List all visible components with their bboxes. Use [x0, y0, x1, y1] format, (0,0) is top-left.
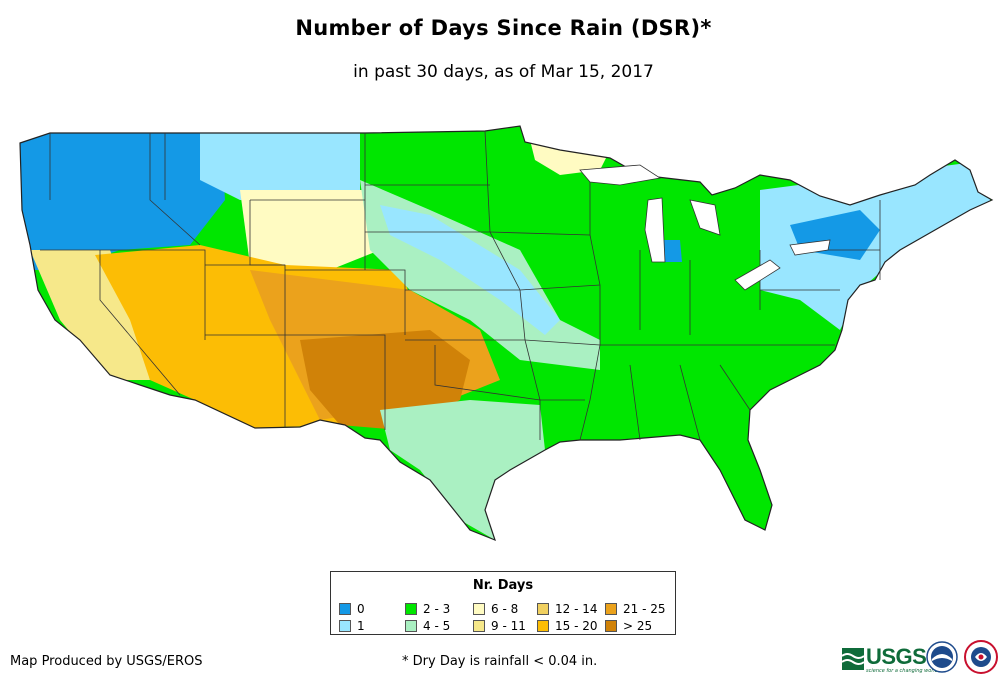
legend-title: Nr. Days — [472, 578, 534, 593]
legend-swatch — [339, 620, 351, 632]
nws-logo-icon — [964, 640, 998, 674]
legend-swatch — [473, 620, 485, 632]
state-boundaries — [40, 130, 881, 441]
legend-swatch — [605, 620, 617, 632]
legend-item-7: 15 - 20 — [537, 619, 598, 633]
noaa-logo-icon — [926, 641, 958, 673]
legend-swatch — [405, 603, 417, 615]
map-subtitle: in past 30 days, as of Mar 15, 2017 — [353, 62, 654, 82]
legend-item-3: 4 - 5 — [405, 619, 450, 633]
legend-item-2: 2 - 3 — [405, 602, 450, 616]
usgs-wave-icon — [842, 648, 864, 670]
legend: Nr. Days 0 1 2 - 3 4 - 5 6 - 8 9 - 11 12… — [330, 571, 676, 635]
dry-day-note: * Dry Day is rainfall < 0.04 in. — [402, 654, 598, 669]
legend-swatch — [605, 603, 617, 615]
producer-credit: Map Produced by USGS/EROS — [10, 654, 203, 669]
legend-swatch — [537, 603, 549, 615]
legend-item-0: 0 — [339, 602, 365, 616]
map-title: Number of Days Since Rain (DSR)* — [295, 16, 712, 40]
legend-swatch — [339, 603, 351, 615]
legend-item-4: 6 - 8 — [473, 602, 518, 616]
legend-item-6: 12 - 14 — [537, 602, 598, 616]
agency-logos: USGS science for a changing world — [842, 638, 1002, 678]
legend-item-5: 9 - 11 — [473, 619, 526, 633]
legend-item-1: 1 — [339, 619, 365, 633]
legend-swatch — [537, 620, 549, 632]
legend-swatch — [405, 620, 417, 632]
legend-item-9: > 25 — [605, 619, 652, 633]
great-lakes — [579, 164, 831, 291]
legend-swatch — [473, 603, 485, 615]
legend-item-8: 21 - 25 — [605, 602, 666, 616]
precip-fill — [20, 126, 992, 540]
